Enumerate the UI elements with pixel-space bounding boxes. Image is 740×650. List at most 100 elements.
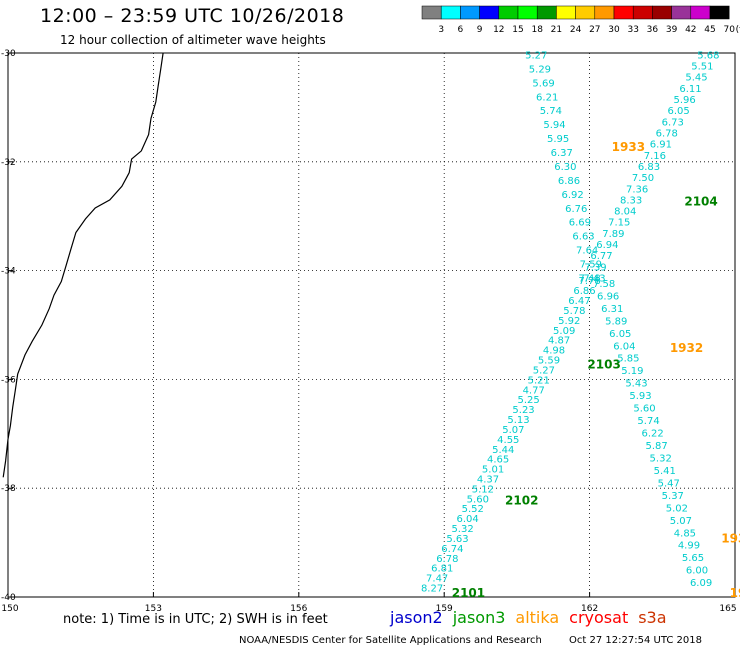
swh-value: 5.96 bbox=[673, 95, 695, 106]
swh-value: 5.29 bbox=[529, 64, 551, 75]
footer-timestamp: Oct 27 12:27:54 UTC 2018 bbox=[569, 635, 702, 646]
swh-value: 7.36 bbox=[626, 184, 648, 195]
colorbar-label: 21 bbox=[551, 25, 562, 35]
lon-label: 156 bbox=[290, 604, 307, 614]
colorbar-label: 6 bbox=[458, 25, 464, 35]
map-subtitle: 12 hour collection of altimeter wave hei… bbox=[60, 33, 326, 47]
swh-value: 4.65 bbox=[487, 455, 509, 466]
legend-altika: altika bbox=[515, 608, 560, 627]
swh-value: 5.87 bbox=[646, 441, 668, 452]
lat-label: -30 bbox=[1, 49, 16, 59]
swh-value: 8.04 bbox=[614, 207, 636, 218]
swh-value: 5.59 bbox=[538, 356, 560, 367]
swh-value: 5.01 bbox=[482, 465, 504, 476]
track-label: 19 bbox=[730, 586, 740, 600]
track-label: 2101 bbox=[452, 586, 485, 600]
swh-value: 6.74 bbox=[441, 544, 463, 555]
lon-label: 162 bbox=[581, 604, 598, 614]
swh-value: 6.47 bbox=[568, 296, 590, 307]
colorbar-label: 42 bbox=[685, 25, 696, 35]
swh-value: 6.78 bbox=[436, 554, 458, 565]
swh-value: 6.86 bbox=[558, 176, 580, 187]
colorbar-label: 3 bbox=[438, 25, 444, 35]
map-title: 12:00 – 23:59 UTC 10/26/2018 bbox=[40, 5, 345, 27]
swh-value: 5.92 bbox=[558, 316, 580, 327]
swh-value: 4.99 bbox=[678, 541, 700, 552]
swh-value: 5.37 bbox=[662, 491, 684, 502]
swh-value: 6.04 bbox=[457, 514, 479, 525]
swh-value: 5.74 bbox=[540, 106, 562, 117]
lon-label: 150 bbox=[1, 604, 18, 614]
lat-label: -36 bbox=[1, 375, 16, 385]
swh-value: 5.23 bbox=[512, 405, 534, 416]
track-1932: 7.586.96 6.315.89 6.056.04 5.855.19 5.435.93… bbox=[593, 279, 712, 589]
track-label: 2104 bbox=[684, 194, 717, 208]
swh-value: 5.74 bbox=[637, 416, 659, 427]
track-2104: 5.685.515.456.115.966.056.736.786.917.16… bbox=[578, 50, 719, 284]
lat-label: -32 bbox=[1, 158, 16, 168]
swh-value: 7.59 bbox=[580, 260, 602, 271]
swh-value: 6.91 bbox=[650, 140, 672, 151]
swh-value: 6.22 bbox=[641, 429, 663, 440]
colorbar-label: 12 bbox=[493, 25, 504, 35]
swh-value: 5.07 bbox=[670, 516, 692, 527]
swh-value: 8.33 bbox=[620, 195, 642, 206]
swh-value: 5.02 bbox=[666, 503, 688, 514]
swh-value: 7.47 bbox=[426, 574, 448, 585]
swh-value: 7.16 bbox=[644, 151, 666, 162]
swh-value: 7.64 bbox=[576, 246, 598, 257]
swh-value: 7.39 bbox=[584, 262, 606, 273]
swh-value: 6.04 bbox=[613, 341, 635, 352]
swh-value: 5.45 bbox=[685, 73, 707, 84]
legend-s3a: s3a bbox=[638, 608, 667, 627]
swh-value: 6.30 bbox=[554, 162, 576, 173]
swh-value: 5.27 bbox=[533, 365, 555, 376]
swh-value: 5.89 bbox=[605, 316, 627, 327]
swh-value: 6.31 bbox=[601, 304, 623, 315]
swh-value: 5.32 bbox=[650, 453, 672, 464]
colorbar-label: 70 bbox=[723, 25, 735, 35]
swh-value: 5.19 bbox=[621, 366, 643, 377]
swh-value: 7.50 bbox=[632, 173, 654, 184]
swh-value: 7.43 bbox=[583, 273, 605, 284]
swh-value: 7.15 bbox=[608, 218, 630, 229]
coastline bbox=[2, 52, 164, 478]
swh-value: 5.09 bbox=[553, 326, 575, 337]
swh-value: 5.60 bbox=[467, 494, 489, 505]
swh-value: 5.69 bbox=[532, 78, 554, 89]
footer: NOAA/NESDIS Center for Satellite Applica… bbox=[239, 635, 702, 646]
lat-label: -34 bbox=[1, 267, 16, 277]
swh-value: 4.98 bbox=[543, 346, 565, 357]
swh-value: 5.47 bbox=[658, 478, 680, 489]
swh-value: 5.51 bbox=[691, 62, 713, 73]
swh-value: 6.37 bbox=[551, 148, 573, 159]
swh-value: 8.27 bbox=[421, 584, 443, 595]
swh-value: 7.78 bbox=[578, 276, 600, 287]
swh-value: 5.27 bbox=[525, 50, 547, 61]
swh-value: 7.48 bbox=[578, 273, 600, 284]
swh-value: 6.09 bbox=[690, 578, 712, 589]
swh-value: 6.83 bbox=[638, 162, 660, 173]
swh-value: 5.25 bbox=[517, 395, 539, 406]
swh-value: 5.78 bbox=[563, 306, 585, 317]
swh-value: 6.63 bbox=[572, 232, 594, 243]
swh-value: 6.94 bbox=[596, 240, 618, 251]
colorbar-swatch bbox=[709, 5, 730, 20]
colorbar-label: 33 bbox=[627, 25, 638, 35]
lat-label: -40 bbox=[1, 593, 16, 603]
swh-value: 6.92 bbox=[562, 190, 584, 201]
swh-value: 6.11 bbox=[679, 84, 701, 95]
lon-label: 159 bbox=[436, 604, 453, 614]
satellite-legend: jason2 jason3 altika cryosat s3a bbox=[390, 608, 677, 627]
track-label: 1933 bbox=[612, 140, 645, 154]
swh-value: 6.05 bbox=[609, 329, 631, 340]
colorbar-label: (ft) bbox=[736, 25, 740, 35]
legend-cryosat: cryosat bbox=[569, 608, 629, 627]
swh-value: 5.68 bbox=[697, 50, 719, 61]
swh-value: 6.81 bbox=[431, 564, 453, 575]
lat-label: -38 bbox=[1, 484, 16, 494]
swh-value: 5.41 bbox=[654, 466, 676, 477]
swh-value: 5.13 bbox=[507, 415, 529, 426]
track-2103: 7.786.866.475.785.925.094.874.985.595.27… bbox=[421, 276, 601, 594]
